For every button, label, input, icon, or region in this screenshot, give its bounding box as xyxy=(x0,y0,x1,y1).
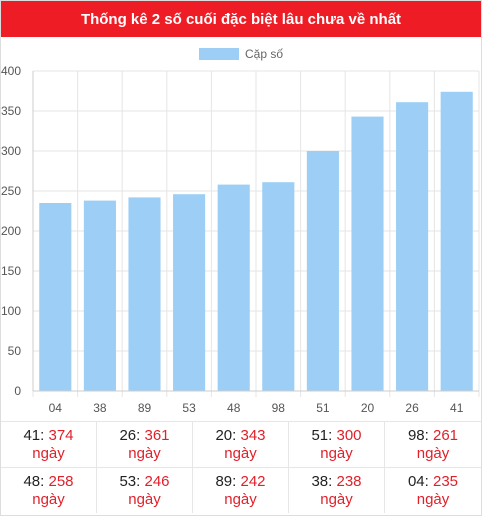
stats-grid: 41: 374 ngày 26: 361 ngày 20: 343 ngày 5… xyxy=(1,421,481,515)
stat-unit: ngày xyxy=(128,490,161,508)
stat-cell: 20: 343 ngày xyxy=(193,421,289,467)
stat-cell: 89: 242 ngày xyxy=(193,467,289,513)
stat-number: 53 xyxy=(119,472,137,490)
stat-number: 48 xyxy=(23,472,41,490)
bar xyxy=(83,200,116,391)
y-tick-label: 100 xyxy=(1,304,21,318)
bar xyxy=(306,151,339,391)
stat-value: 343 xyxy=(240,426,266,444)
stat-cell: 41: 374 ngày xyxy=(1,421,97,467)
bar xyxy=(173,194,206,391)
stat-number: 41 xyxy=(23,426,41,444)
stat-value: 258 xyxy=(48,472,74,490)
stat-cell: 38: 238 ngày xyxy=(289,467,385,513)
page-title: Thống kê 2 số cuối đặc biệt lâu chưa về … xyxy=(1,1,481,37)
stat-number: 04 xyxy=(407,472,425,490)
stat-number: 26 xyxy=(119,426,137,444)
x-tick-label: 04 xyxy=(49,401,63,415)
bar xyxy=(128,197,161,391)
stat-unit: ngày xyxy=(32,444,65,462)
stat-cell: 26: 361 ngày xyxy=(97,421,193,467)
stat-number: 51 xyxy=(311,426,329,444)
stat-cell: 53: 246 ngày xyxy=(97,467,193,513)
stat-unit: ngày xyxy=(224,444,257,462)
stat-unit: ngày xyxy=(128,444,161,462)
x-tick-label: 53 xyxy=(182,401,196,415)
stat-value: 242 xyxy=(240,472,266,490)
stat-value: 300 xyxy=(336,426,362,444)
y-tick-label: 250 xyxy=(1,184,21,198)
y-tick-label: 200 xyxy=(1,224,21,238)
stat-value: 374 xyxy=(48,426,74,444)
stat-unit: ngày xyxy=(32,490,65,508)
stat-unit: ngày xyxy=(416,490,450,508)
x-tick-label: 20 xyxy=(361,401,375,415)
y-tick-label: 0 xyxy=(14,384,21,398)
stat-value: 238 xyxy=(336,472,362,490)
bar xyxy=(39,203,72,391)
legend-label: Cặp số xyxy=(245,47,283,61)
bar xyxy=(440,91,473,392)
bar xyxy=(396,102,429,391)
bar xyxy=(351,116,384,391)
stat-cell: 98: 261 ngày xyxy=(385,421,481,467)
y-tick-label: 50 xyxy=(8,344,22,358)
x-tick-label: 89 xyxy=(138,401,152,415)
y-tick-label: 400 xyxy=(1,64,21,78)
stat-value: 246 xyxy=(144,472,170,490)
x-tick-label: 41 xyxy=(450,401,464,415)
x-tick-label: 98 xyxy=(272,401,286,415)
x-tick-label: 38 xyxy=(93,401,107,415)
bar xyxy=(217,184,250,391)
stat-unit: ngày xyxy=(320,490,353,508)
stat-unit: ngày xyxy=(416,444,450,462)
bar xyxy=(262,182,295,391)
stat-number: 98 xyxy=(407,426,425,444)
y-tick-label: 350 xyxy=(1,104,21,118)
x-tick-label: 51 xyxy=(316,401,330,415)
bar-chart: Cặp số 0 50 100 150 200 250 300 350 400 04 38 89 53 48… xyxy=(1,47,480,415)
stat-cell: 51: 300 ngày xyxy=(289,421,385,467)
stat-number: 89 xyxy=(215,472,233,490)
stat-value: 361 xyxy=(144,426,170,444)
stat-value: 235 xyxy=(433,472,459,490)
stat-number: 20 xyxy=(215,426,233,444)
legend-swatch xyxy=(199,48,239,60)
stat-value: 261 xyxy=(433,426,459,444)
y-tick-label: 300 xyxy=(1,144,21,158)
stat-unit: ngày xyxy=(224,490,257,508)
x-tick-label: 26 xyxy=(405,401,419,415)
stat-cell: 04: 235 ngày xyxy=(385,467,481,513)
stat-cell: 48: 258 ngày xyxy=(1,467,97,513)
stat-unit: ngày xyxy=(320,444,353,462)
y-tick-label: 150 xyxy=(1,264,21,278)
x-tick-label: 48 xyxy=(227,401,241,415)
stat-number: 38 xyxy=(311,472,329,490)
